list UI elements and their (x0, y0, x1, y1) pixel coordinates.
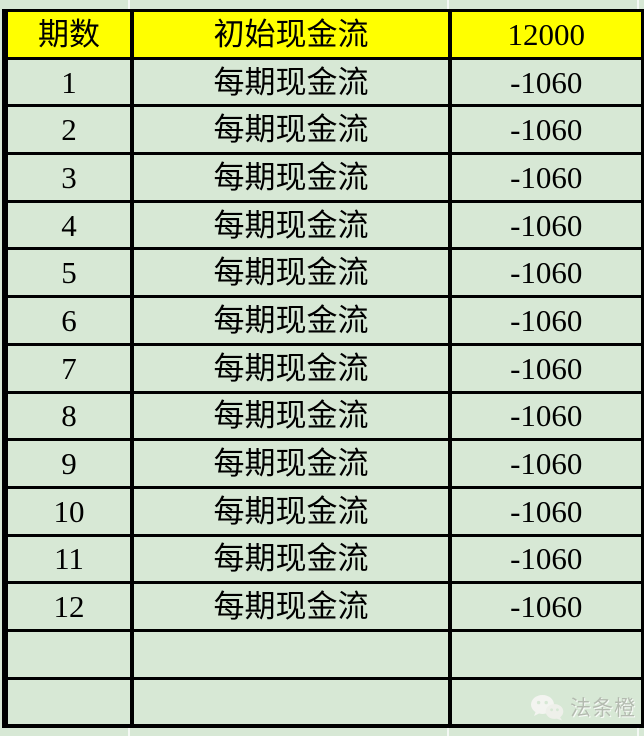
cell-value[interactable]: -1060 (448, 390, 644, 442)
cell-label[interactable]: 每期现金流 (130, 295, 452, 346)
cell-value[interactable]: -1060 (448, 56, 644, 108)
gridline (128, 728, 130, 736)
cell-period[interactable]: 8 (3, 390, 134, 442)
cell-value[interactable]: -1060 (448, 438, 644, 489)
cell-label-empty[interactable] (130, 676, 452, 728)
cell-label[interactable]: 每期现金流 (130, 438, 452, 489)
table-row: 11 每期现金流 -1060 (3, 533, 644, 585)
header-cell-label[interactable]: 初始现金流 (130, 9, 452, 60)
cell-value[interactable]: -1060 (448, 533, 644, 585)
cell-value[interactable]: -1060 (448, 104, 644, 156)
empty-row (3, 676, 644, 728)
cell-label[interactable]: 每期现金流 (130, 104, 452, 156)
header-cell-value[interactable]: 12000 (448, 9, 644, 60)
header-cell-period[interactable]: 期数 (3, 9, 134, 60)
top-partial-row (0, 0, 644, 9)
cashflow-table: 期数 初始现金流 12000 1 每期现金流 -1060 2 每期现金流 -10… (2, 9, 644, 729)
cell-label[interactable]: 每期现金流 (130, 152, 452, 203)
cell-value[interactable]: -1060 (448, 581, 644, 632)
cell-value-empty[interactable] (448, 676, 644, 728)
table-row: 9 每期现金流 -1060 (3, 438, 644, 489)
cell-period[interactable]: 3 (3, 152, 134, 203)
gridline (447, 0, 449, 9)
table-row: 10 每期现金流 -1060 (3, 485, 644, 537)
cell-value[interactable]: -1060 (448, 342, 644, 394)
empty-row (3, 628, 644, 680)
cell-value[interactable]: -1060 (448, 485, 644, 537)
cell-label[interactable]: 每期现金流 (130, 56, 452, 108)
gridline (128, 0, 130, 9)
cell-period[interactable]: 11 (3, 533, 134, 585)
cell-label[interactable]: 每期现金流 (130, 485, 452, 537)
bottom-partial-row (0, 728, 644, 736)
cell-label[interactable]: 每期现金流 (130, 247, 452, 299)
cell-period[interactable]: 4 (3, 199, 134, 251)
cell-period[interactable]: 10 (3, 485, 134, 537)
gridline (637, 728, 639, 736)
table-row: 4 每期现金流 -1060 (3, 199, 644, 251)
cell-period[interactable]: 7 (3, 342, 134, 394)
cell-period[interactable]: 2 (3, 104, 134, 156)
gridline (637, 0, 639, 9)
table-row: 6 每期现金流 -1060 (3, 295, 644, 346)
cell-period[interactable]: 1 (3, 56, 134, 108)
gridline (447, 728, 449, 736)
cell-value[interactable]: -1060 (448, 295, 644, 346)
cell-value-empty[interactable] (448, 628, 644, 680)
table-row: 5 每期现金流 -1060 (3, 247, 644, 299)
table-row: 12 每期现金流 -1060 (3, 581, 644, 632)
cell-value[interactable]: -1060 (448, 152, 644, 203)
cell-label-empty[interactable] (130, 628, 452, 680)
cell-label[interactable]: 每期现金流 (130, 581, 452, 632)
cell-label[interactable]: 每期现金流 (130, 390, 452, 442)
table-row: 3 每期现金流 -1060 (3, 152, 644, 203)
cell-period[interactable]: 12 (3, 581, 134, 632)
cell-label[interactable]: 每期现金流 (130, 533, 452, 585)
header-row: 期数 初始现金流 12000 (3, 9, 644, 60)
table-row: 7 每期现金流 -1060 (3, 342, 644, 394)
cell-label[interactable]: 每期现金流 (130, 199, 452, 251)
cell-period-empty[interactable] (3, 628, 134, 680)
cell-period[interactable]: 9 (3, 438, 134, 489)
table-row: 2 每期现金流 -1060 (3, 104, 644, 156)
cell-label[interactable]: 每期现金流 (130, 342, 452, 394)
cell-period[interactable]: 6 (3, 295, 134, 346)
table-row: 8 每期现金流 -1060 (3, 390, 644, 442)
table-row: 1 每期现金流 -1060 (3, 56, 644, 108)
cell-period[interactable]: 5 (3, 247, 134, 299)
cell-period-empty[interactable] (3, 676, 134, 728)
cell-value[interactable]: -1060 (448, 199, 644, 251)
cell-value[interactable]: -1060 (448, 247, 644, 299)
